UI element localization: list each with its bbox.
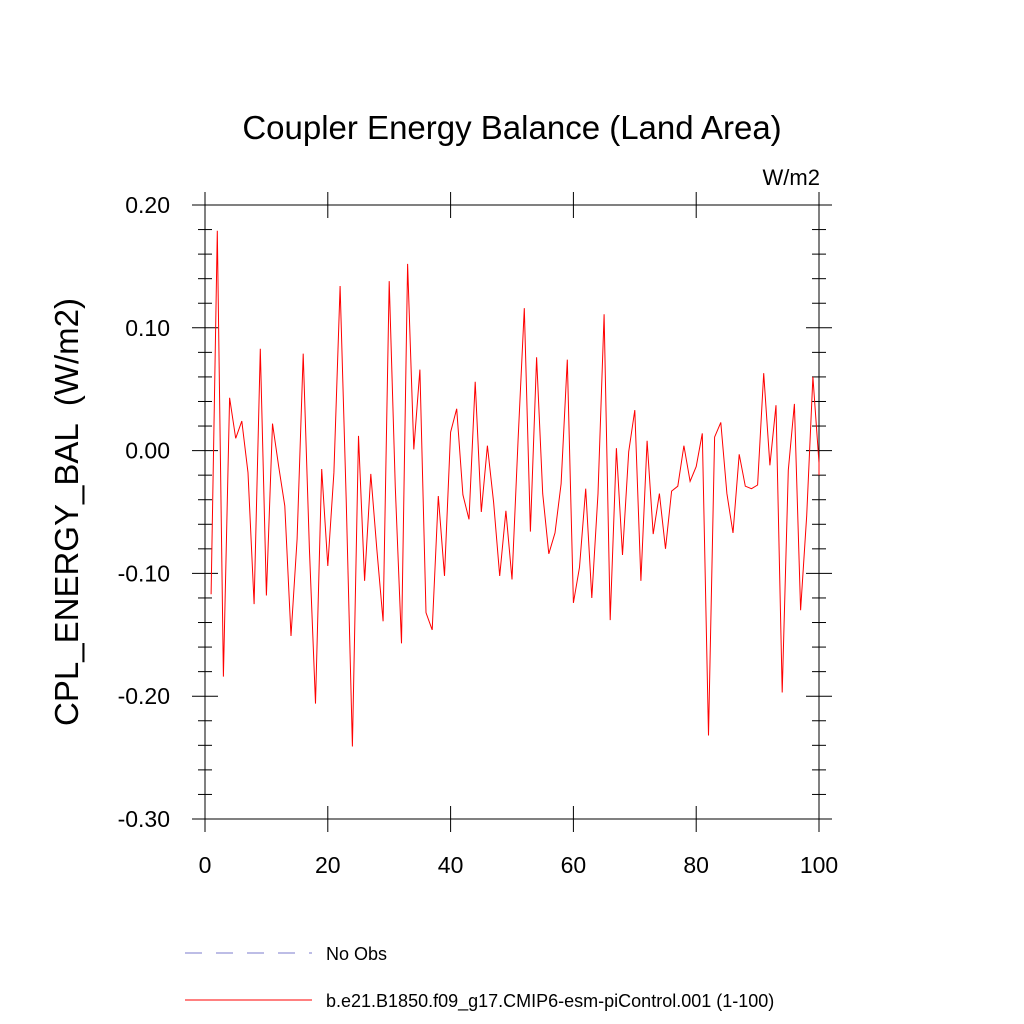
x-tick-label: 0 [199, 852, 212, 878]
units-label: W/m2 [763, 165, 820, 190]
x-tick-label: 40 [438, 852, 464, 878]
plot-frame [204, 204, 820, 820]
legend: No Obs b.e21.B1850.f09_g17.CMIP6-esm-piCo… [185, 944, 774, 1012]
y-tick-label: 0.20 [125, 192, 170, 218]
y-axis-label: CPL_ENERGY_BAL (W/m2) [48, 298, 85, 726]
axes: -0.30 -0.20 -0.10 0.00 0.10 0.20 0 20 40 60 80 100 [118, 192, 838, 878]
plot-area [210, 230, 820, 747]
y-tick-label: -0.30 [118, 806, 170, 832]
x-tick-label: 80 [683, 852, 709, 878]
x-tick-label: 100 [800, 852, 838, 878]
y-tick-label: -0.20 [118, 683, 170, 709]
x-tick-label: 60 [561, 852, 587, 878]
y-tick-label: -0.10 [118, 560, 170, 586]
y-tick-label: 0.00 [125, 438, 170, 464]
legend-label-1: b.e21.B1850.f09_g17.CMIP6-esm-piControl.… [326, 991, 774, 1012]
legend-label-0: No Obs [326, 944, 387, 964]
chart-title: Coupler Energy Balance (Land Area) [242, 109, 781, 146]
series-line-1 [210, 230, 820, 747]
y-tick-label: 0.10 [125, 315, 170, 341]
x-tick-label: 20 [315, 852, 341, 878]
